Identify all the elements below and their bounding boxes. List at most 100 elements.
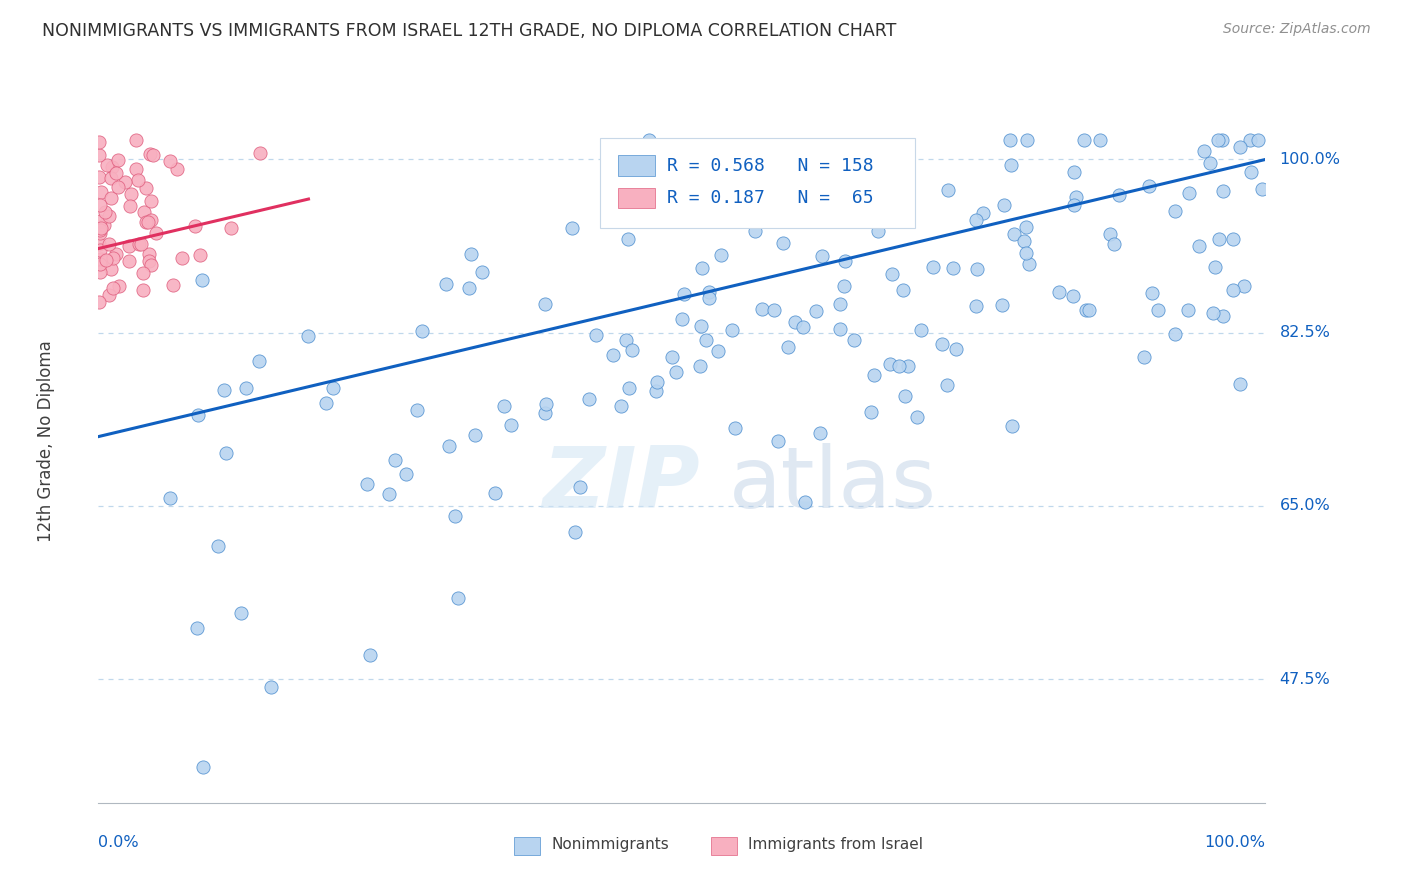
Point	[1250, 182, 1272, 196]
Text: 65.0%: 65.0%	[1279, 499, 1330, 514]
Point	[460, 247, 482, 261]
Point	[139, 259, 162, 273]
Text: 47.5%: 47.5%	[1279, 672, 1330, 687]
Point	[1015, 133, 1038, 147]
Point	[499, 418, 522, 433]
Point	[765, 187, 787, 202]
Point	[1063, 197, 1085, 211]
Point	[101, 280, 124, 294]
Point	[118, 238, 141, 252]
Point	[89, 244, 111, 258]
Text: Source: ZipAtlas.com: Source: ZipAtlas.com	[1223, 22, 1371, 37]
Point	[89, 236, 111, 251]
Point	[104, 246, 127, 260]
Point	[235, 381, 257, 395]
Text: R = 0.568   N = 158: R = 0.568 N = 158	[666, 156, 873, 175]
Point	[1240, 165, 1263, 179]
Point	[1133, 351, 1156, 365]
Point	[832, 278, 855, 293]
Point	[834, 254, 856, 268]
Point	[1233, 278, 1256, 293]
Point	[89, 214, 111, 228]
Point	[645, 375, 668, 389]
Point	[534, 406, 557, 420]
Point	[118, 199, 141, 213]
Point	[411, 324, 433, 338]
Point	[645, 384, 668, 398]
Point	[1108, 188, 1130, 202]
Point	[139, 147, 162, 161]
Point	[936, 377, 959, 392]
Point	[762, 303, 785, 318]
Point	[89, 257, 111, 271]
Text: Immigrants from Israel: Immigrants from Israel	[748, 838, 924, 852]
Point	[107, 153, 129, 167]
Point	[1202, 305, 1225, 319]
Point	[134, 181, 156, 195]
Point	[585, 327, 607, 342]
Point	[842, 333, 865, 347]
Point	[610, 400, 633, 414]
Point	[125, 161, 148, 176]
Point	[766, 434, 789, 448]
Point	[166, 162, 188, 177]
Point	[103, 251, 125, 265]
Point	[534, 397, 557, 411]
Point	[672, 286, 695, 301]
Point	[751, 302, 773, 317]
Point	[494, 399, 516, 413]
Point	[93, 218, 115, 232]
Point	[1139, 178, 1161, 193]
Point	[896, 359, 918, 374]
Point	[439, 439, 461, 453]
Point	[783, 315, 806, 329]
Point	[90, 221, 112, 235]
Point	[1063, 165, 1085, 179]
Point	[436, 277, 458, 291]
Point	[212, 383, 235, 397]
Point	[945, 342, 967, 356]
Point	[690, 261, 713, 276]
Point	[405, 403, 427, 417]
Point	[998, 133, 1021, 147]
Point	[356, 477, 378, 491]
Point	[172, 251, 194, 265]
Point	[696, 178, 718, 193]
Point	[772, 235, 794, 250]
Point	[534, 297, 557, 311]
Point	[842, 211, 865, 226]
Point	[1229, 376, 1251, 391]
Point	[105, 166, 128, 180]
Point	[887, 359, 910, 374]
Point	[1208, 133, 1230, 147]
Point	[124, 133, 146, 147]
Point	[207, 539, 229, 553]
Point	[966, 262, 988, 277]
Bar	[513, 837, 540, 855]
Point	[1102, 237, 1125, 252]
Point	[1099, 227, 1122, 242]
Point	[471, 265, 494, 279]
Point	[972, 206, 994, 220]
Point	[1018, 257, 1040, 271]
Point	[87, 294, 110, 309]
Point	[707, 343, 730, 358]
Point	[1204, 260, 1226, 274]
Point	[922, 260, 945, 274]
Point	[139, 194, 162, 209]
Point	[723, 183, 745, 197]
Point	[690, 318, 713, 333]
Point	[617, 231, 640, 245]
Point	[1177, 302, 1199, 317]
Point	[1015, 219, 1038, 234]
Point	[322, 381, 344, 395]
Point	[1212, 184, 1234, 198]
Point	[132, 266, 155, 280]
Point	[89, 222, 111, 236]
Point	[129, 237, 152, 252]
Point	[744, 224, 766, 238]
Point	[1015, 246, 1038, 260]
Point	[134, 205, 156, 219]
Point	[891, 283, 914, 297]
Point	[689, 359, 711, 373]
